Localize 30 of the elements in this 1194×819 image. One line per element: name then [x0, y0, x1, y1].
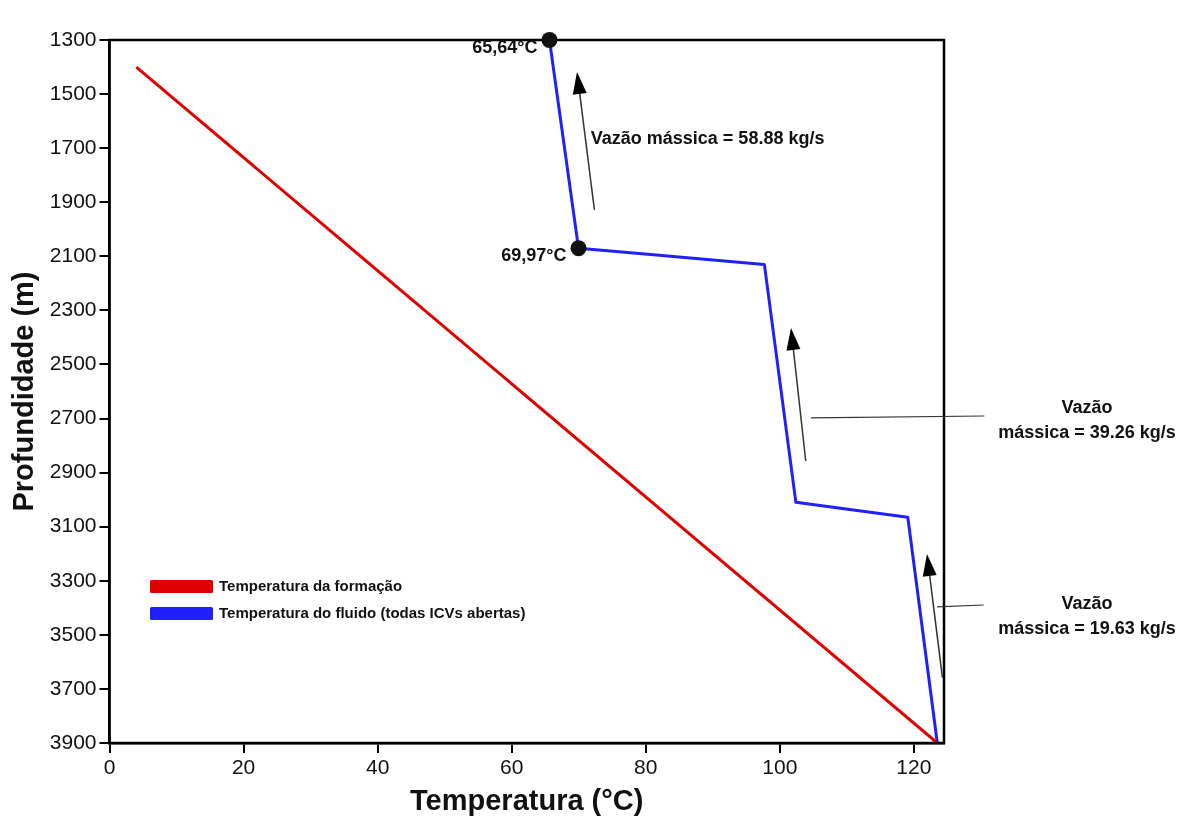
y-tick-label: 3100: [49, 513, 97, 537]
x-tick-label: 20: [231, 755, 256, 779]
x-tick-label: 0: [103, 755, 116, 779]
y-tick-label: 3300: [49, 567, 97, 591]
text: Vazão mássica = 19.63 kg/s: [998, 592, 1176, 638]
y-tick-label: 2500: [49, 351, 97, 375]
x-tick-label: 40: [365, 755, 390, 779]
y-tick-label: 3500: [49, 621, 97, 645]
x-tick-label: 100: [762, 755, 798, 779]
text: Vazão mássica = 39.26 kg/s: [998, 396, 1176, 442]
x-tick-label: 80: [634, 755, 658, 779]
y-tick-label: 1300: [49, 26, 97, 50]
y-tick-label: 2700: [49, 405, 97, 429]
x-tick-label: 120: [896, 755, 932, 779]
y-axis-title: Profundidade (m): [7, 271, 40, 512]
y-tick-label: 2100: [49, 243, 97, 267]
annotation: 69,97°C: [501, 245, 567, 266]
legend-label: Temperatura do fluido (todas ICVs abertas): [219, 603, 526, 621]
y-tick-label: 1700: [49, 134, 97, 158]
x-axis-title: Temperatura (°C): [410, 783, 644, 816]
legend-label: Temperatura da formação: [219, 576, 403, 594]
annotation: 65,64°C: [472, 36, 538, 57]
y-tick-label: 1900: [49, 189, 97, 213]
x-tick-label: 60: [500, 755, 524, 779]
y-tick-label: 2300: [49, 297, 97, 321]
y-tick-label: 3700: [49, 675, 97, 699]
y-tick-label: 3900: [49, 729, 97, 753]
annotation: Vazão mássica = 58.88 kg/s: [590, 127, 825, 148]
y-tick-label: 2900: [49, 459, 97, 483]
y-tick-label: 1500: [49, 80, 97, 104]
